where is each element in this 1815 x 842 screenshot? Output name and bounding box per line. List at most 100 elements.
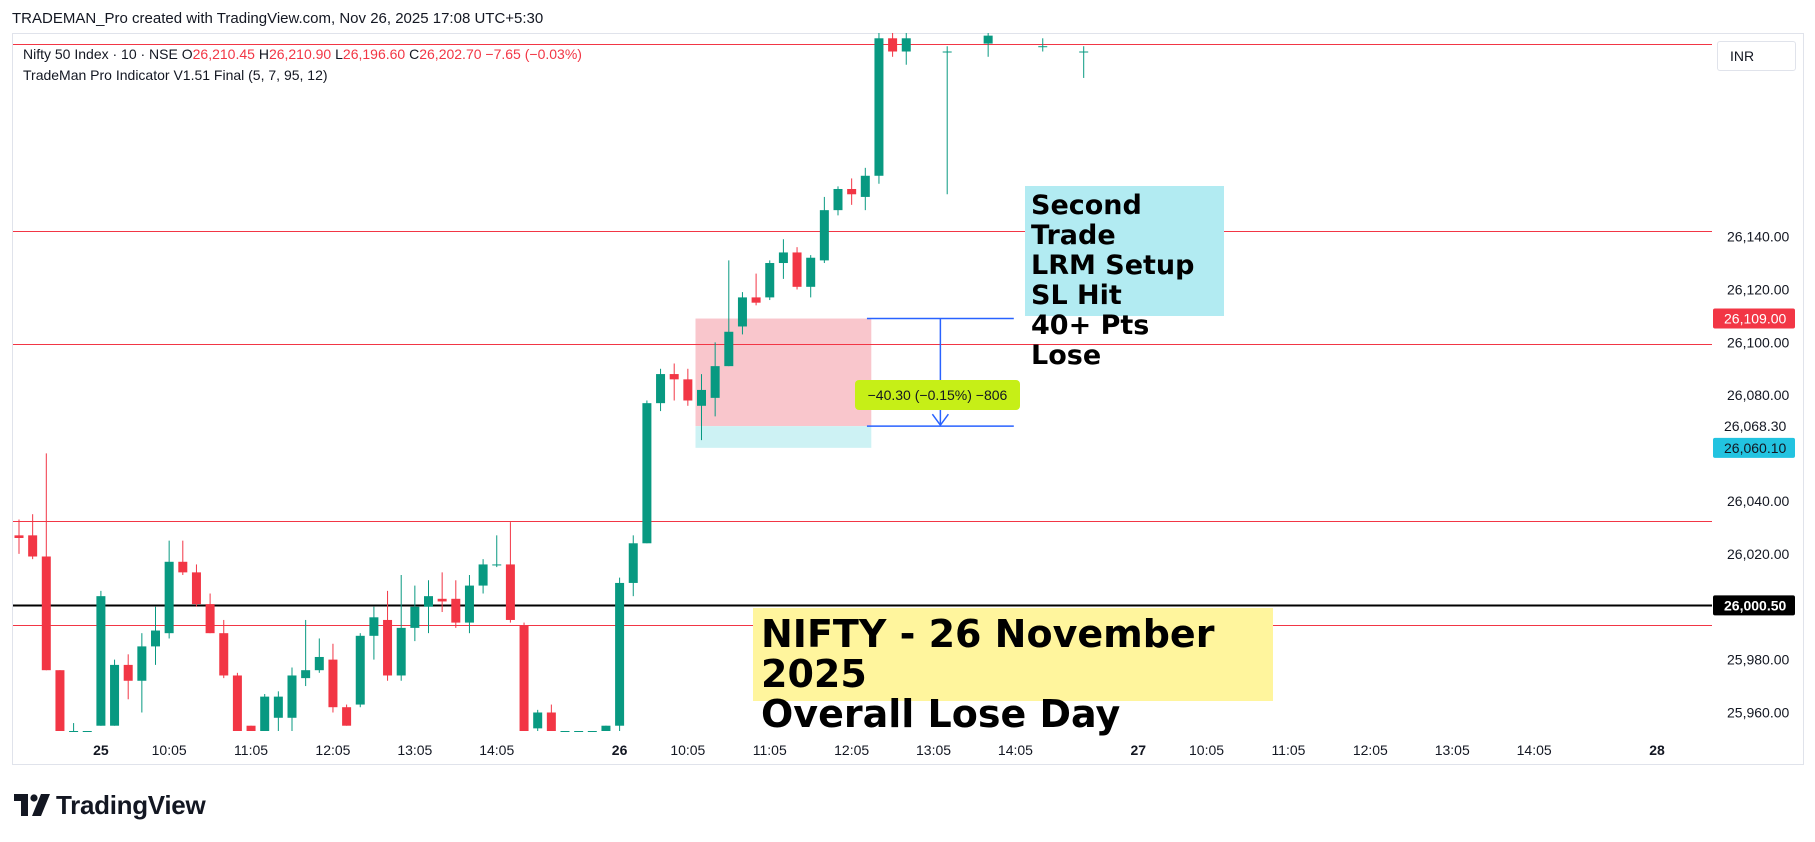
candle-body xyxy=(697,389,706,406)
candle-body xyxy=(424,596,433,607)
stop-loss-zone xyxy=(695,318,872,427)
change-value: −7.65 (−0.03%) xyxy=(485,46,582,62)
candle-body xyxy=(342,707,352,726)
candle-body xyxy=(765,263,775,298)
price-tag-bg xyxy=(1713,595,1795,616)
day-callout: NIFTY - 26 November 2025 Overall Lose Da… xyxy=(753,608,1273,734)
candle-body xyxy=(546,712,556,731)
candle-body xyxy=(533,712,543,729)
time-tick-label: 11:05 xyxy=(753,742,787,758)
time-tick-label: 26 xyxy=(612,742,628,758)
time-tick-label: 11:05 xyxy=(234,742,268,758)
time-tick-label: 13:05 xyxy=(916,742,951,758)
candle-body xyxy=(737,297,747,327)
price-tick-label: 26,140.00 xyxy=(1727,229,1789,245)
candle-body xyxy=(82,731,92,732)
time-tick-label: 12:05 xyxy=(315,742,350,758)
candle-body xyxy=(751,297,761,303)
candle-body xyxy=(383,619,393,676)
candle-body xyxy=(41,556,51,671)
time-tick-label: 10:05 xyxy=(1189,742,1224,758)
candle-body xyxy=(396,627,406,676)
candle-body xyxy=(96,596,106,726)
candle-body xyxy=(683,379,693,401)
candle-body xyxy=(860,175,870,197)
candle-body xyxy=(901,38,911,52)
high-value: 26,210.90 xyxy=(268,46,332,62)
currency-button[interactable]: INR xyxy=(1717,41,1796,71)
candle-body xyxy=(260,696,270,731)
time-tick-label: 12:05 xyxy=(1353,742,1388,758)
candle-body xyxy=(874,38,884,176)
candle-body xyxy=(123,664,133,681)
candle-body xyxy=(847,188,857,195)
candle-body xyxy=(464,585,474,623)
tradingview-logo-icon xyxy=(14,794,50,816)
price-tick-label: 25,980.00 xyxy=(1727,652,1789,668)
price-tag-label: 26,000.50 xyxy=(1724,597,1786,613)
candle-body xyxy=(724,331,734,367)
tradingview-logo[interactable]: TradingView xyxy=(14,790,206,820)
measure-label: −40.30 (−0.15%) −806 xyxy=(855,380,1020,410)
day-callout-line: Overall Lose Day xyxy=(761,692,1121,736)
candle-body xyxy=(151,630,160,647)
trade-callout: Second Trade LRM Setup SL Hit 40+ Pts Lo… xyxy=(1025,186,1224,371)
time-tick-label: 13:05 xyxy=(397,742,432,758)
price-tick-label: 25,960.00 xyxy=(1727,704,1789,720)
candle-body xyxy=(246,725,256,731)
time-tick-label: 12:05 xyxy=(834,742,869,758)
candle-body xyxy=(942,51,952,53)
time-tick-label: 10:05 xyxy=(670,742,705,758)
candle-body xyxy=(478,564,488,586)
candle-body xyxy=(314,656,324,671)
chart-frame[interactable] xyxy=(12,33,1804,765)
close-value: 26,202.70 xyxy=(419,46,482,62)
candle-body xyxy=(110,664,120,726)
candle-body xyxy=(55,670,65,731)
candle-body xyxy=(437,598,447,602)
time-tick-label: 28 xyxy=(1649,742,1665,758)
candle-body xyxy=(601,725,611,731)
candle-body xyxy=(778,252,788,264)
candle-body xyxy=(410,606,420,628)
candle-body xyxy=(28,535,38,557)
trade-callout-line: 40+ Pts Lose xyxy=(1031,310,1150,371)
symbol-name[interactable]: Nifty 50 Index · 10 · NSE xyxy=(23,46,178,62)
price-tag-label: 26,068.30 xyxy=(1724,418,1786,434)
candle-body xyxy=(560,731,570,732)
day-callout-line: NIFTY - 26 November 2025 xyxy=(761,612,1215,696)
candle-body xyxy=(69,731,79,732)
close-label: C xyxy=(409,46,420,62)
indicator-name[interactable]: TradeMan Pro Indicator V1.51 Final (5, 7… xyxy=(23,67,328,83)
price-tag-label: 26,060.10 xyxy=(1724,440,1786,456)
price-tag-label: 26,109.00 xyxy=(1724,311,1786,327)
trade-callout-line: SL Hit xyxy=(1031,280,1122,311)
candle-body xyxy=(669,374,679,380)
time-tick-label: 14:05 xyxy=(479,742,514,758)
candle-body xyxy=(615,582,625,726)
open-value: 26,210.45 xyxy=(192,46,255,62)
candle-body xyxy=(587,731,597,732)
price-tick-label: 26,040.00 xyxy=(1727,493,1789,509)
symbol-legend: Nifty 50 Index · 10 · NSE O26,210.45 H26… xyxy=(23,44,582,86)
high-label: H xyxy=(258,46,269,62)
candle-body xyxy=(492,564,502,566)
candle-body xyxy=(14,535,24,538)
candle-body xyxy=(519,625,529,731)
price-tick-label: 26,120.00 xyxy=(1727,281,1789,297)
candle-body xyxy=(232,675,242,731)
candle-body xyxy=(369,617,379,636)
candle-body xyxy=(574,731,584,732)
candle-body xyxy=(219,633,229,676)
candle-body xyxy=(451,598,461,623)
candle-body xyxy=(642,403,652,544)
trade-callout-line: Second Trade xyxy=(1031,190,1142,251)
candle-body xyxy=(833,188,843,211)
candle-body xyxy=(628,543,638,583)
time-tick-label: 14:05 xyxy=(1517,742,1552,758)
low-value: 26,196.60 xyxy=(342,46,406,62)
low-label: L xyxy=(335,46,343,62)
price-tick-label: 26,080.00 xyxy=(1727,387,1789,403)
candle-body xyxy=(178,561,188,573)
